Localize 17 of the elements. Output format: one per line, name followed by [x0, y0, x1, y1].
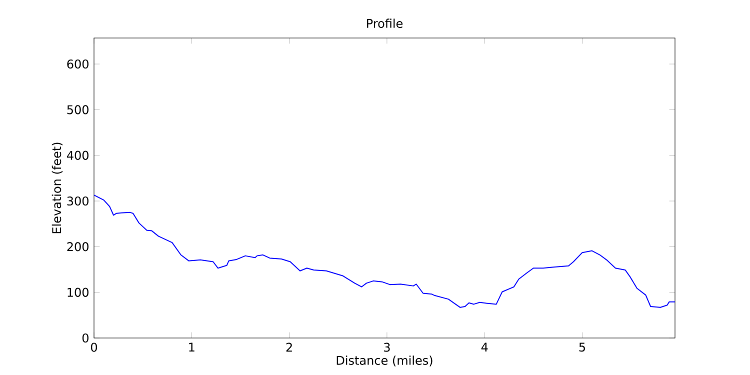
- y-tick-label: 600: [67, 59, 88, 69]
- line-series: [94, 194, 675, 308]
- x-tick-label: 4: [481, 342, 488, 352]
- x-tick-label: 5: [579, 342, 586, 352]
- x-tick-label: 1: [189, 342, 194, 352]
- y-tick-label: 200: [67, 242, 88, 252]
- y-tick-label: 500: [67, 105, 88, 114]
- x-tick-label: 0: [90, 342, 98, 352]
- y-tick-label: 400: [66, 150, 88, 160]
- y-tick-label: 0: [82, 333, 88, 343]
- x-tick-label: 2: [286, 342, 292, 352]
- y-tick-label: 300: [67, 196, 88, 206]
- y-tick-label: 100: [68, 288, 88, 297]
- chart-title: Profile: [367, 18, 403, 28]
- x-tick-label: 3: [384, 342, 390, 352]
- y-axis-title: Elevation (feet): [52, 142, 63, 234]
- x-axis-title: Distance (miles): [336, 356, 432, 366]
